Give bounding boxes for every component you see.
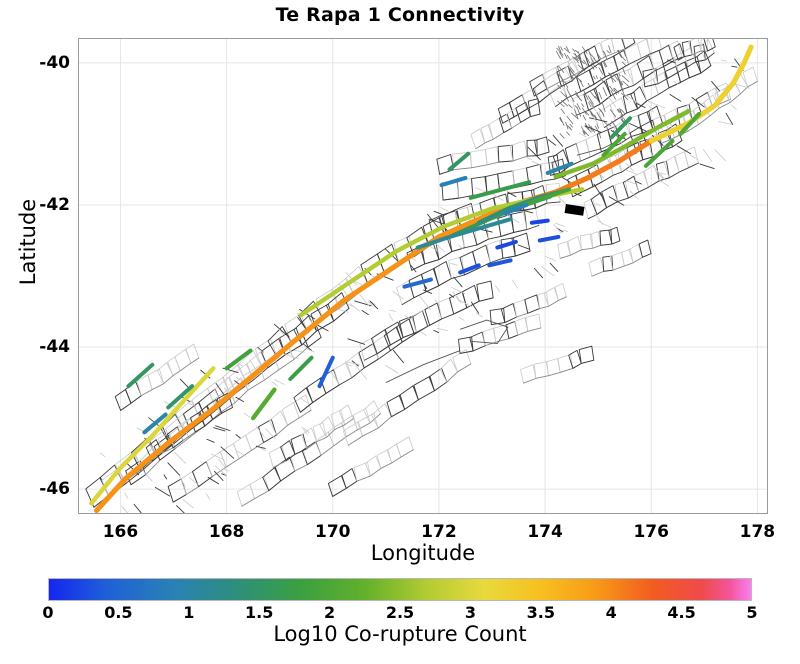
fault-line[interactable]: Fiordland teal — 1 (142, 412, 168, 435)
x-tick-170: 170 (315, 522, 351, 542)
colorbar-tick-5: 5 (746, 603, 758, 622)
y-tick-neg42: -42 (39, 194, 70, 215)
x-tick-174: 174 (527, 522, 563, 542)
fault-line[interactable]: Hikurangi margin east — 3.25 (648, 44, 754, 144)
fault-line[interactable]: Hope Fault west — 1.15 (415, 217, 513, 250)
fault-line[interactable]: Cheviot blue — 0.25 (495, 239, 518, 250)
fault-line[interactable]: Kekerengu — 1.9 (521, 187, 571, 207)
fault-line[interactable]: Nevis green — 1.75 (288, 355, 314, 382)
fault-line[interactable]: Hawkes Bay green — 1.95 (643, 139, 675, 168)
fault-line[interactable]: Otago yellow-green — 2.1 (250, 387, 277, 421)
fault-line[interactable]: Nelson green N — 1.5 (447, 151, 471, 172)
fault-line[interactable]: Pegasus blue — 0.3 (537, 234, 561, 243)
colorbar-tick-3: 3 (464, 603, 476, 622)
colorbar-tick-1: 1 (183, 603, 195, 622)
y-tick-neg40: -40 (39, 52, 70, 73)
fault-line[interactable]: Alpine Fault (Central-South) — 3.95 (93, 198, 527, 514)
x-tick-168: 168 (208, 522, 245, 542)
fault-line[interactable]: North Canterbury blue 2 — 0.35 (487, 258, 513, 268)
colorbar-tick-4: 4 (605, 603, 617, 622)
fault-line[interactable]: Nelson teal — 0.85 (439, 175, 468, 188)
colorbar-tick-2: 2 (324, 603, 336, 622)
colorbar-tick-0.5: 0.5 (104, 603, 133, 622)
fault-line[interactable]: Whakatane green — 2.05 (678, 111, 702, 137)
fault-line[interactable]: Tararua green — 1.6 (609, 116, 632, 140)
plot-border (78, 38, 768, 514)
fault-line[interactable]: Fiordland SW orange — 3 (89, 366, 216, 506)
fault-line[interactable]: Cook Strait teal — 0.95 (545, 161, 574, 175)
y-axis-label: Latitude (16, 198, 40, 286)
x-tick-172: 172 (421, 522, 457, 542)
fault-line[interactable]: North Canterbury blue 1 — 0.3 (458, 263, 481, 275)
colorbar-tick-1.5: 1.5 (245, 603, 274, 622)
y-tick-neg44: -44 (39, 337, 70, 358)
fault-sections-layer (85, 38, 758, 514)
x-axis-label: Longitude (370, 541, 476, 565)
x-tick-166: 166 (102, 522, 139, 542)
map-plot-area[interactable]: Alpine Fault (Central-South) — 3.95Alpin… (78, 38, 768, 514)
colorbar-label: Log10 Co-rupture Count (273, 622, 527, 646)
colorbar[interactable] (48, 578, 752, 601)
x-tick-176: 176 (633, 522, 669, 542)
fault-line[interactable]: Wellington green north — 2 (601, 131, 627, 158)
highlight-fault-marker[interactable]: Te Rapa 1 (564, 204, 585, 216)
grid-lines (78, 38, 768, 514)
colorbar-gradient (49, 579, 751, 600)
fault-line[interactable]: West Otago green — 1.85 (224, 348, 253, 371)
fault-line[interactable]: Blue Otago — 0.4 (317, 355, 335, 389)
fault-line[interactable]: Fiordland green B — 1.45 (166, 384, 195, 410)
colorbar-tick-4.5: 4.5 (667, 603, 696, 622)
connected-faults-layer[interactable]: Alpine Fault (Central-South) — 3.95Alpin… (89, 44, 754, 514)
fault-line[interactable]: Marlborough blue short — 0.2 (529, 218, 550, 225)
fault-line[interactable]: Fiordland green A — 1.55 (126, 362, 155, 389)
y-tick-neg46: -46 (39, 479, 70, 500)
colorbar-tick-0: 0 (42, 603, 54, 622)
colorbar-tick-2.5: 2.5 (385, 603, 415, 622)
fault-line[interactable]: Wairarapa-Wellington — 2.4 (553, 108, 691, 179)
page-title: Te Rapa 1 Connectivity (275, 4, 525, 26)
plot-background (78, 38, 768, 514)
fault-line[interactable]: Jordan Thrust — 0.9 (503, 202, 529, 216)
fault-line[interactable]: Wairau green — 1.7 (468, 180, 532, 200)
fault-line[interactable]: Porters Pass — 0.55 (402, 277, 433, 289)
colorbar-tick-3.5: 3.5 (526, 603, 555, 622)
x-tick-178: 178 (739, 522, 776, 542)
